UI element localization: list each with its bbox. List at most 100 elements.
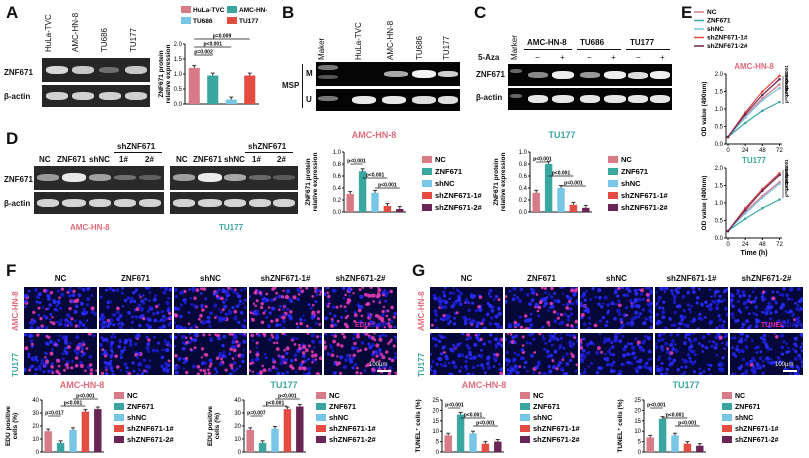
- group-label: AMC-HN-8: [527, 38, 567, 47]
- shznf671-header: shZNF671: [117, 142, 156, 151]
- fluorescence-image: [174, 333, 247, 375]
- p-value-label: p<0.001: [366, 173, 385, 179]
- legend-swatch: [520, 392, 530, 399]
- data-point: [761, 90, 764, 93]
- cell-nuclei: [24, 287, 97, 329]
- cell-nuclei: [730, 287, 803, 329]
- marker-label: Marker: [510, 35, 519, 60]
- panel-f-label: F: [6, 261, 17, 280]
- y-axis-label: relative expression: [165, 45, 172, 104]
- y-tick-label: 1.5: [715, 90, 724, 96]
- y-tick-label: 15: [432, 419, 439, 425]
- bar: [557, 188, 565, 212]
- p-value-label: p<0.001: [278, 394, 297, 400]
- data-point: [761, 206, 764, 210]
- legend-swatch: [422, 192, 432, 199]
- y-tick-label: 40: [32, 398, 39, 404]
- y-axis-label: TUNEL⁺ cells (%): [415, 399, 422, 452]
- column-label: shZNF671-2#: [741, 274, 792, 283]
- legend-entry: HuLa-TVC: [193, 7, 225, 14]
- row-label: AMC-HN-8: [417, 291, 426, 331]
- y-axis-label: EDU positive: [5, 406, 12, 446]
- y-tick-label: 5: [436, 440, 440, 446]
- legend-entry: shZNF671-1#: [621, 191, 669, 200]
- aza-label: 5-Aza: [478, 53, 500, 62]
- western-blot-actin: [42, 85, 150, 107]
- legend-entry: ZNF671: [621, 167, 648, 176]
- lane-label: 1#: [119, 155, 128, 164]
- legend-entry: ZNF671: [735, 404, 760, 411]
- data-point: [743, 112, 747, 116]
- legend-swatch: [520, 414, 530, 421]
- p-value-label: p<0.001: [678, 421, 697, 427]
- legend-entry: ZNF671: [533, 402, 560, 411]
- msp-label: MSP: [282, 81, 300, 90]
- aza-sign: +: [611, 53, 616, 62]
- fluorescence-image: [430, 333, 503, 375]
- row-label-znf671: ZNF671: [4, 68, 33, 77]
- x-tick-label: 72: [776, 148, 783, 154]
- u-row-label: U: [306, 95, 312, 104]
- bar: [258, 442, 267, 452]
- legend-entry: NC: [735, 393, 745, 400]
- p-value-label: p<0.001: [784, 65, 789, 82]
- data-point: [778, 83, 781, 86]
- legend-entry: shNC: [329, 413, 349, 422]
- legend-swatch: [608, 180, 618, 187]
- legend-entry: shZNF671-1#: [127, 424, 175, 433]
- y-tick-label: 0.8: [519, 162, 528, 168]
- d-cell-label-tu: TU177: [219, 223, 244, 232]
- bar: [696, 445, 704, 452]
- cell-nuclei: [174, 287, 247, 329]
- data-point: [778, 173, 781, 177]
- scale-bar: [377, 370, 391, 372]
- lane-label: 1#: [252, 155, 261, 164]
- lane-label: HuLa-TVC: [354, 22, 363, 60]
- column-label: shZNF671-1#: [260, 274, 311, 283]
- y-tick-label: 2.0: [715, 166, 724, 172]
- legend-swatch: [316, 392, 326, 399]
- x-tick-label: 0: [726, 148, 730, 154]
- msp-gel-m: [316, 62, 460, 86]
- y-tick-label: 0.0: [174, 102, 183, 108]
- scale-bar: [783, 370, 797, 372]
- bar: [494, 441, 502, 452]
- y-tick-label: 30: [234, 411, 241, 417]
- scale-bar-label: 100μm: [369, 362, 388, 368]
- cell-nuclei: [174, 333, 247, 375]
- y-tick-label: 5: [638, 440, 642, 446]
- western-blot-znf671: [42, 58, 150, 82]
- fluorescence-image: [730, 287, 803, 329]
- d-blot-tu-actin: [170, 192, 298, 214]
- y-tick-label: 40: [234, 398, 241, 404]
- data-point: [778, 77, 781, 81]
- lane-label: 2#: [145, 155, 154, 164]
- gel-c-znf671: [508, 64, 672, 86]
- bar: [658, 418, 667, 452]
- cell-nuclei: [730, 333, 803, 375]
- legend-swatch: [316, 425, 326, 432]
- y-tick-label: 0.6: [333, 174, 342, 180]
- p-value-label: p=0.035: [784, 180, 789, 197]
- fluorescence-image: [580, 287, 653, 329]
- column-label: ZNF671: [121, 274, 150, 283]
- data-point: [778, 100, 781, 104]
- lane-label: TU177: [442, 35, 451, 60]
- y-axis-label: OD value (490nm): [701, 176, 708, 231]
- data-point: [743, 121, 747, 125]
- row-label: TU177: [11, 352, 20, 377]
- row-label-znf671: ZNF671: [476, 70, 505, 79]
- p-value-label: p<0.001: [204, 42, 223, 48]
- lane-label: shNC: [89, 155, 110, 164]
- row-label: AMC-HN-8: [11, 291, 20, 331]
- y-tick-label: 10: [234, 437, 241, 443]
- legend-entry: shZNF671-2#: [435, 203, 483, 212]
- chart-title: AMC-HN-8: [352, 130, 397, 140]
- legend-swatch: [114, 414, 124, 421]
- p-value-label: p=0.004: [784, 79, 789, 96]
- p-value-label: p<0.001: [64, 401, 83, 407]
- legend-swatch: [316, 414, 326, 421]
- d-blot-tu-znf671: [170, 166, 298, 190]
- bar: [271, 428, 279, 452]
